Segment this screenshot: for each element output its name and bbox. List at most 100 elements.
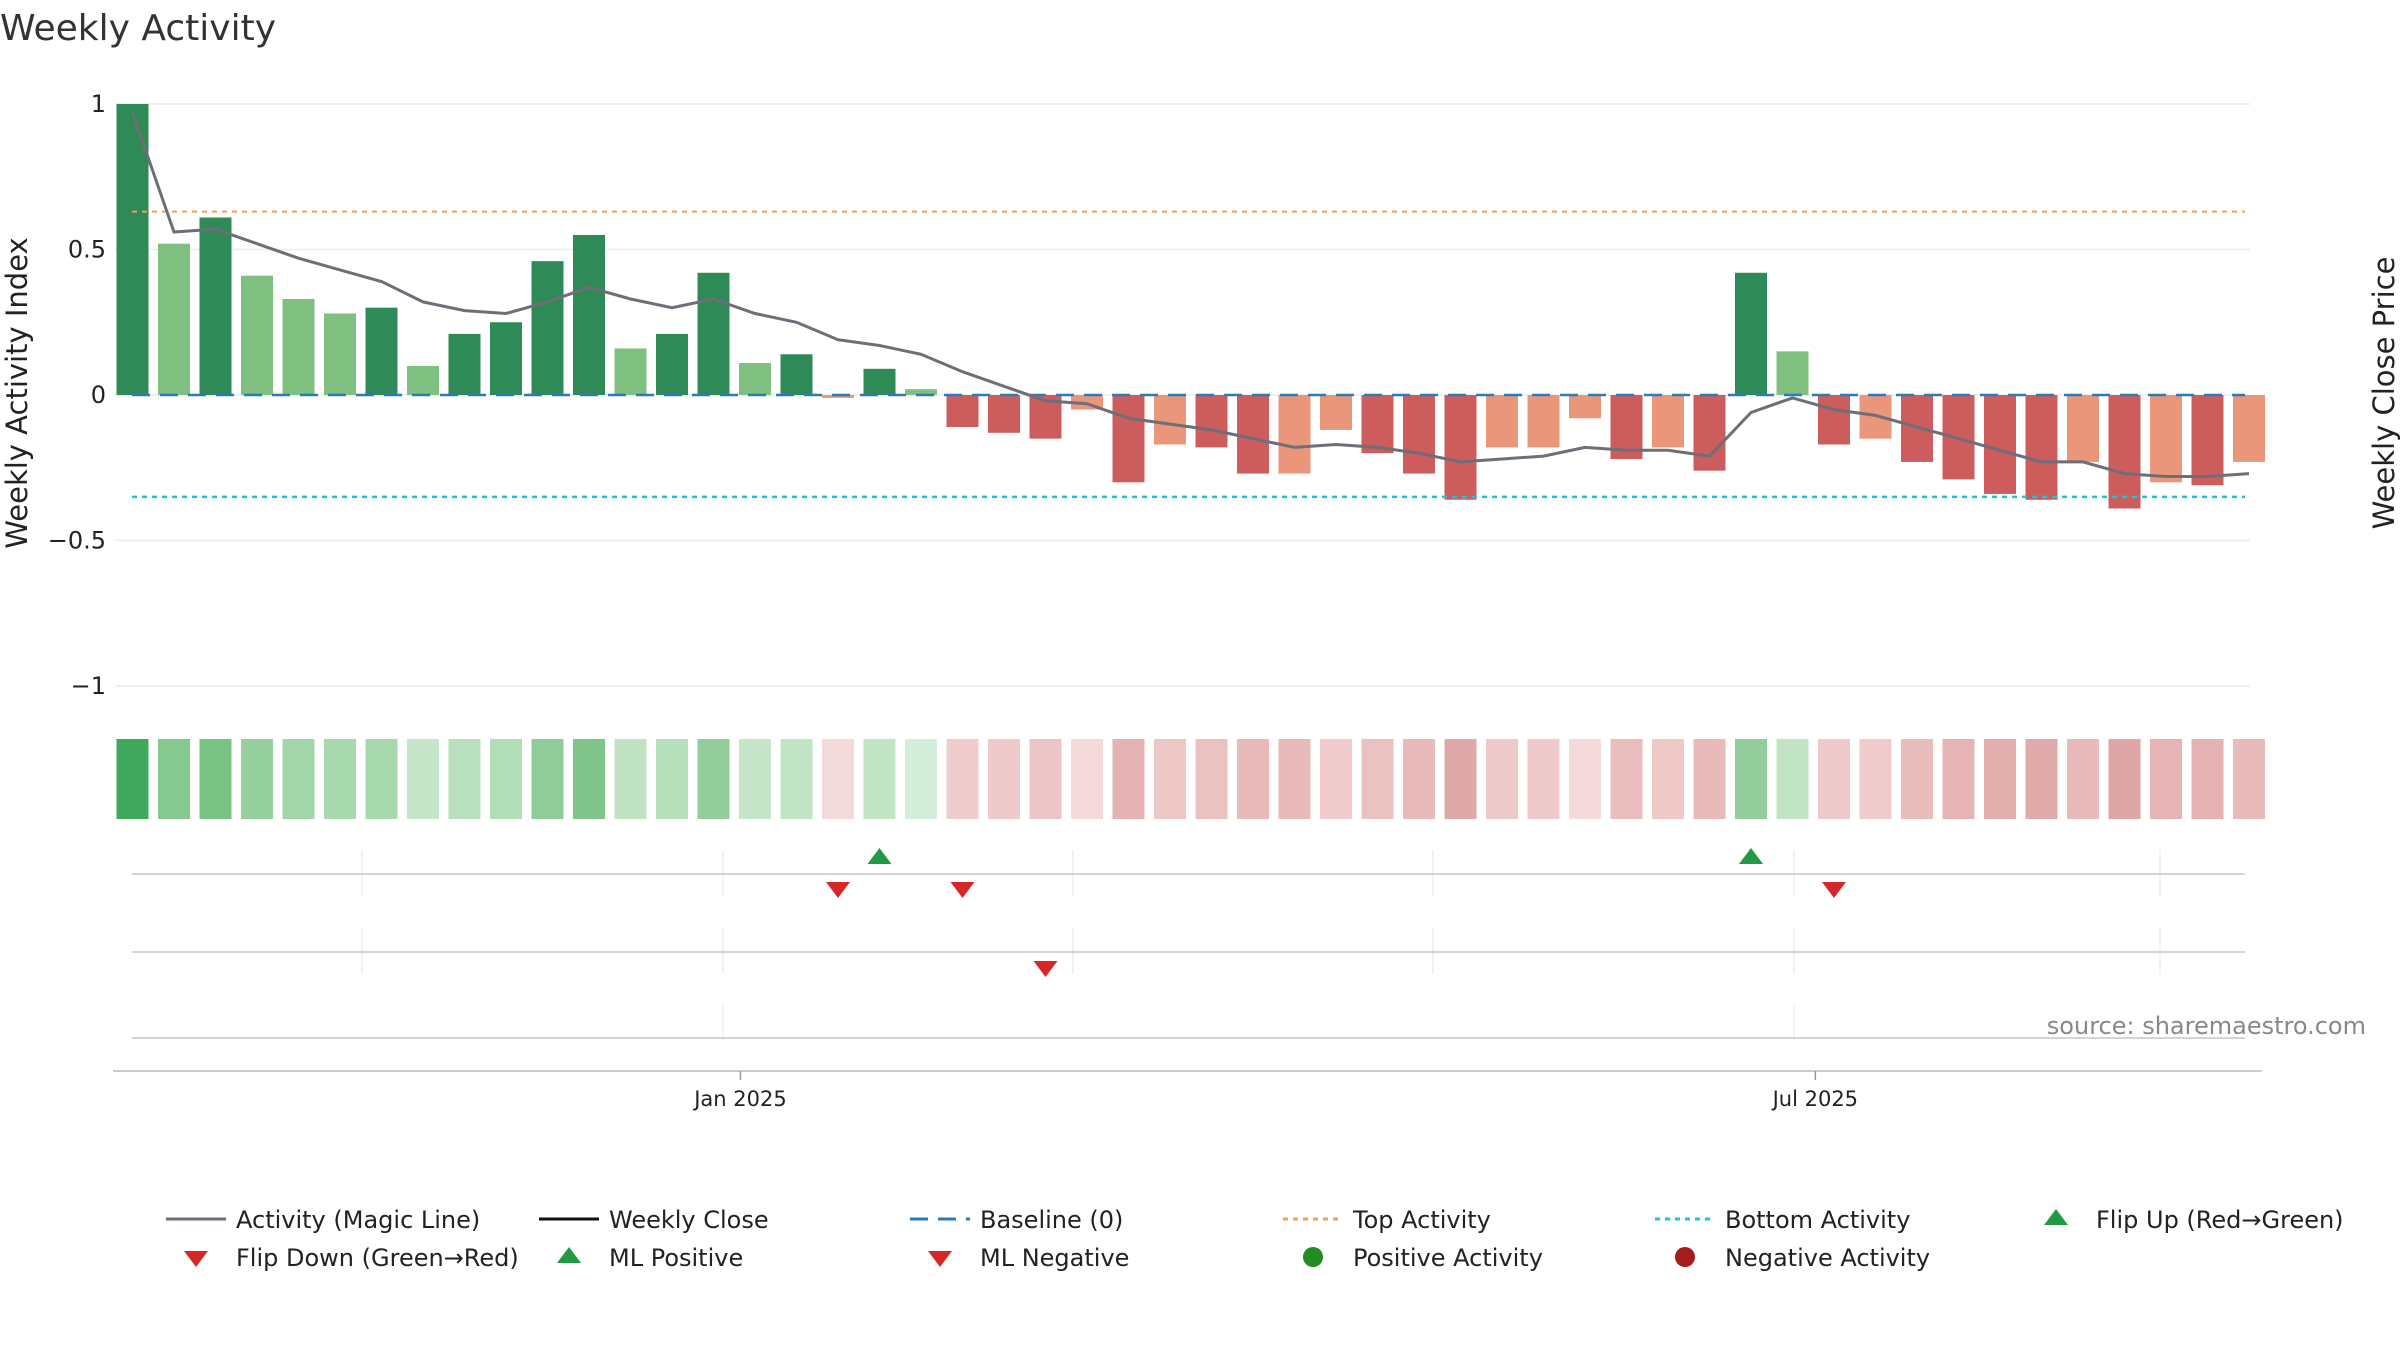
strip-cell	[739, 739, 771, 819]
activity-bar	[863, 368, 896, 395]
strip-cell	[1237, 739, 1269, 819]
activity-bar	[2025, 395, 2058, 500]
strip-cell	[448, 739, 481, 819]
y-tick-label-left: 1	[91, 90, 106, 118]
activity-bar	[407, 365, 439, 395]
activity-bar	[1361, 395, 1394, 454]
legend-item: Weekly Close	[539, 1206, 769, 1234]
activity-bar	[1652, 395, 1684, 448]
y-tick-label-left: 0.5	[68, 236, 106, 264]
y-axis-label-right: Weekly Close Price	[2367, 257, 2400, 530]
activity-bar	[1984, 395, 2016, 494]
legend-swatch-triangle-down	[928, 1251, 952, 1267]
strip-cell	[116, 739, 149, 819]
activity-bar	[1112, 395, 1145, 483]
legend-label: Baseline (0)	[980, 1206, 1123, 1234]
legend-item: ML Negative	[928, 1244, 1129, 1272]
left-axis-ticks: 1 0.5 0 −0.5 −1	[48, 90, 106, 700]
strip-cell	[1652, 739, 1684, 819]
legend-swatch-triangle-up	[2044, 1209, 2068, 1225]
activity-bar	[614, 348, 647, 395]
legend-label: Positive Activity	[1353, 1244, 1543, 1272]
strip-cell	[863, 739, 896, 819]
source-note: source: sharemaestro.com	[2047, 1012, 2366, 1040]
activity-bar	[1237, 395, 1269, 474]
strip-cell	[1112, 739, 1145, 819]
legend: Activity (Magic Line) Weekly Close Baselin…	[166, 1206, 2344, 1272]
activity-bar	[2150, 395, 2182, 483]
activity-bar	[822, 395, 854, 398]
y-tick-label-left: 0	[91, 381, 106, 409]
activity-bar	[2233, 395, 2265, 462]
activity-bar	[656, 333, 688, 395]
strip-cell	[1071, 739, 1103, 819]
legend-swatch-triangle-down	[184, 1251, 208, 1267]
flip-up-marker	[1739, 848, 1763, 864]
activity-bar	[697, 272, 730, 395]
strip-cell	[2191, 739, 2224, 819]
activity-bar	[1320, 395, 1352, 430]
ml-negative-marker	[1033, 961, 1058, 977]
activity-bar	[780, 354, 813, 395]
activity-bar	[324, 313, 356, 395]
strip-cell	[2025, 739, 2058, 819]
strip-cell	[1776, 739, 1809, 819]
activity-bar	[573, 234, 605, 395]
strip-cell	[490, 739, 522, 819]
legend-item: ML Positive	[557, 1244, 743, 1272]
strip-cell	[1693, 739, 1726, 819]
strip-cell	[282, 739, 315, 819]
strip-cell	[1195, 739, 1228, 819]
activity-bars	[116, 104, 2265, 509]
legend-label: ML Negative	[980, 1244, 1129, 1272]
activity-bar	[1195, 395, 1228, 448]
y-tick-label-left: −0.5	[48, 527, 106, 555]
activity-bar	[2067, 395, 2099, 462]
activity-bar	[1154, 395, 1186, 445]
series-lines	[131, 112, 2250, 478]
magic-line	[131, 112, 2250, 478]
reference-lines	[132, 210, 2245, 499]
activity-bar	[1693, 395, 1726, 471]
strip-cell	[1942, 739, 1975, 819]
activity-bar	[241, 275, 273, 395]
chart-title: Weekly Activity	[0, 8, 276, 49]
activity-bar	[448, 333, 481, 395]
strip-cell	[656, 739, 688, 819]
legend-label: Negative Activity	[1725, 1244, 1930, 1272]
activity-bar	[1278, 395, 1311, 474]
legend-label: Top Activity	[1352, 1206, 1491, 1234]
activity-bar	[1818, 395, 1850, 445]
legend-label: Flip Down (Green→Red)	[236, 1244, 519, 1272]
strip-cell	[241, 739, 273, 819]
legend-item: Baseline (0)	[910, 1206, 1123, 1234]
activity-bar	[1444, 395, 1477, 500]
strip-cell	[697, 739, 730, 819]
strip-cell	[946, 739, 979, 819]
activity-bar	[739, 362, 771, 395]
legend-swatch-circle	[1675, 1247, 1695, 1267]
legend-item: Negative Activity	[1675, 1244, 1930, 1272]
x-tick-label: Jul 2025	[1771, 1087, 1858, 1111]
strip-cell	[2150, 739, 2182, 819]
strip-cell	[780, 739, 813, 819]
strip-cell	[1029, 739, 1062, 819]
activity-bar	[1403, 395, 1435, 474]
activity-bar	[199, 217, 232, 395]
date-axis: Jan 2025 Jul 2025	[113, 1070, 2262, 1111]
activity-bar	[1735, 272, 1767, 395]
legend-item: Flip Down (Green→Red)	[184, 1244, 519, 1272]
activity-bar	[946, 395, 979, 428]
activity-bar	[531, 261, 564, 395]
strip-cell	[822, 739, 854, 819]
legend-item: Positive Activity	[1303, 1244, 1543, 1272]
activity-bar	[1527, 395, 1560, 448]
activity-bar	[490, 322, 522, 395]
strip-cell	[988, 739, 1020, 819]
strip-cell	[1154, 739, 1186, 819]
strip-cell	[573, 739, 605, 819]
legend-label: ML Positive	[609, 1244, 743, 1272]
strip-cell	[531, 739, 564, 819]
activity-bar	[905, 389, 937, 395]
activity-bar	[116, 104, 149, 395]
